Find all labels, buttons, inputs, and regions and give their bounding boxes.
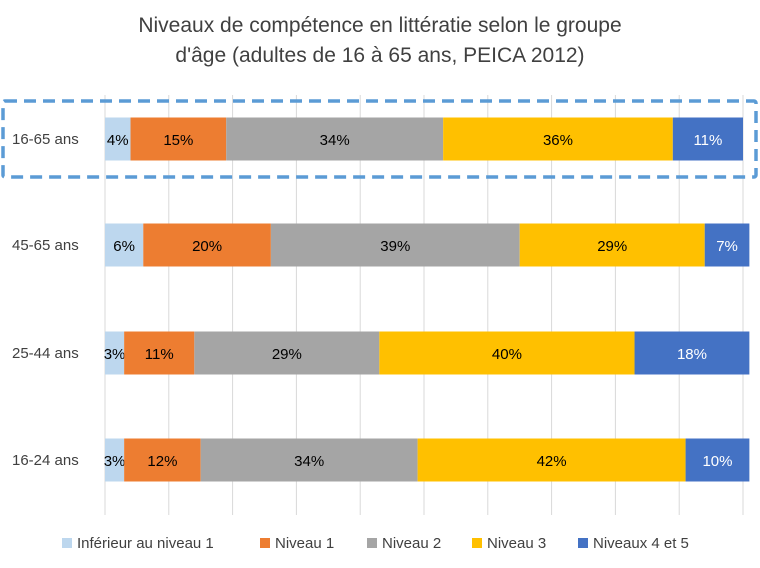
legend-swatch (472, 538, 482, 548)
bar-segment-niveau-2 (200, 438, 418, 482)
legend-swatch (367, 538, 377, 548)
bar-segment-niveaux-4-et-5 (685, 438, 750, 482)
bar-segment-niveau-3 (443, 117, 673, 161)
legend: Inférieur au niveau 1 Niveau 1 Niveau 2 Niv… (62, 535, 689, 552)
bar-segment-niveau-3 (519, 223, 705, 267)
legend-label: Niveau 3 (487, 535, 546, 552)
legend-swatch (62, 538, 72, 548)
legend-item-niveau-1: Niveau 1 (260, 535, 334, 552)
bar-segment-niveau-2 (226, 117, 444, 161)
bar-segment-inferieur-au-niveau-1 (105, 438, 125, 482)
data-label: 6% (113, 238, 135, 255)
data-label: 11% (693, 132, 722, 149)
bar-segment-niveau-2 (194, 331, 380, 375)
category-labels: 16-65 ans 45-65 ans 25-44 ans 16-24 ans (12, 131, 79, 469)
legend-item-niveau-3: Niveau 3 (472, 535, 546, 552)
data-label: 11% (145, 346, 174, 363)
bar-segment-niveaux-4-et-5 (704, 223, 750, 267)
data-label: 34% (294, 453, 324, 470)
data-label: 10% (702, 453, 732, 470)
category-label: 16-24 ans (12, 452, 79, 469)
data-label: 3% (104, 346, 126, 363)
bar-segment-inferieur-au-niveau-1 (105, 117, 131, 161)
data-label: 29% (272, 346, 302, 363)
legend-item-niveaux-4-et-5: Niveaux 4 et 5 (578, 535, 689, 552)
bar-segment-niveau-1 (130, 117, 227, 161)
bar-segment-niveaux-4-et-5 (634, 331, 750, 375)
chart-title-line-2: d'âge (adultes de 16 à 65 ans, PEICA 201… (175, 44, 584, 67)
data-label: 20% (192, 238, 222, 255)
data-label: 42% (537, 453, 567, 470)
data-label: 3% (104, 453, 126, 470)
legend-swatch (578, 538, 588, 548)
data-label: 12% (147, 453, 177, 470)
data-label: 29% (597, 238, 627, 255)
data-label: 34% (320, 132, 350, 149)
highlight-box-group (1, 99, 758, 179)
legend-item-niveau-2: Niveau 2 (367, 535, 441, 552)
category-label: 45-65 ans (12, 237, 79, 254)
legend-label: Niveau 2 (382, 535, 441, 552)
highlight-box (1, 99, 758, 179)
data-label: 36% (543, 132, 573, 149)
chart-title-line-1: Niveaux de compétence en littératie selo… (138, 14, 621, 37)
data-label: 7% (716, 238, 738, 255)
legend-swatch (260, 538, 270, 548)
bar-segment-niveaux-4-et-5 (672, 117, 743, 161)
bars: 4% 15% 34% 36% 11% 6% 20% 39% 29% 7% 3% 11% 29% 40% 18… (104, 117, 750, 482)
data-label: 18% (677, 346, 707, 363)
category-label: 16-65 ans (12, 131, 79, 148)
category-label: 25-44 ans (12, 345, 79, 362)
bar-segment-niveau-1 (124, 438, 201, 482)
data-label: 15% (163, 132, 193, 149)
bar-segment-inferieur-au-niveau-1 (105, 223, 144, 267)
legend-label: Niveau 1 (275, 535, 334, 552)
data-label: 4% (107, 132, 129, 149)
bar-segment-niveau-2 (270, 223, 520, 267)
data-label: 39% (380, 238, 410, 255)
data-label: 40% (492, 346, 522, 363)
legend-item-inferieur-au-niveau-1: Inférieur au niveau 1 (62, 535, 214, 552)
bar-segment-niveau-3 (417, 438, 686, 482)
bar-segment-niveau-1 (143, 223, 271, 267)
bar-segment-niveau-1 (124, 331, 195, 375)
legend-label: Niveaux 4 et 5 (593, 535, 689, 552)
bar-segment-niveau-3 (379, 331, 635, 375)
bar-segment-inferieur-au-niveau-1 (105, 331, 125, 375)
legend-label: Inférieur au niveau 1 (77, 535, 214, 552)
